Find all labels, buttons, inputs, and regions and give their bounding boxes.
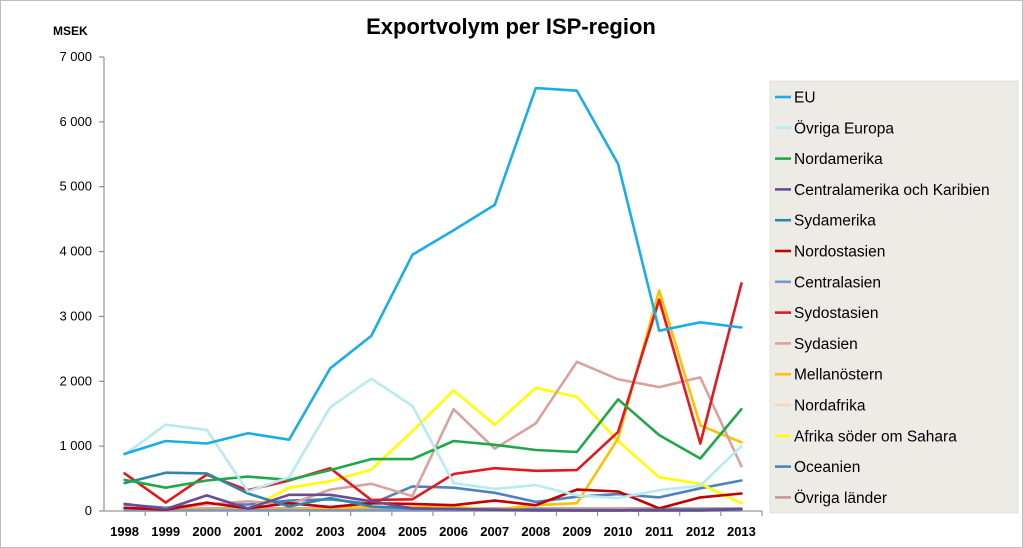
series-line-centralamerika-och-karibien	[123, 493, 743, 512]
y-tick-label: 0	[85, 503, 92, 518]
legend-entry: Centralamerika och Karibien	[794, 182, 990, 199]
y-tick-label: 7 000	[59, 49, 92, 64]
series-line-nordamerika	[123, 398, 743, 490]
x-tick-label: 2006	[439, 524, 468, 539]
legend-box	[769, 80, 1019, 514]
legend-entry: Sydostasien	[794, 305, 878, 322]
legend-entry: Sydasien	[794, 336, 858, 353]
legend-entry: Nordamerika	[794, 151, 883, 168]
y-tick-label: 2 000	[59, 373, 92, 388]
legend: EU Övriga Europa Nordamerika Centralamerika…	[775, 90, 990, 507]
x-tick-label: 1999	[151, 524, 180, 539]
x-tick-labels: 1998 1999 2000 2001 2002 2003 2004 2005 2006 2007…	[110, 511, 763, 539]
x-tick-label: 2007	[480, 524, 509, 539]
legend-entry: Sydamerika	[794, 213, 876, 230]
legend-entry: Nordostasien	[794, 244, 885, 261]
x-tick-label: 1998	[110, 524, 139, 539]
x-tick-label: 2011	[645, 524, 673, 539]
x-tick-label: 2000	[192, 524, 221, 539]
x-tick-label: 2002	[275, 524, 304, 539]
chart-title: Exportvolym per ISP-region	[366, 14, 656, 39]
x-tick-label: 2005	[398, 524, 427, 539]
series-line-ovriga-europa	[123, 377, 743, 500]
y-tick-labels: 0 1 000 2 000 3 000 4 000 5 000 6 000 7 000	[59, 49, 104, 518]
legend-entry: Mellanöstern	[794, 367, 883, 384]
legend-entry: Övriga Europa	[794, 119, 894, 137]
legend-entry: EU	[794, 90, 816, 107]
series-line-nordostasien	[123, 488, 743, 512]
x-tick-label: 2012	[686, 524, 715, 539]
series-line-mellanostern	[123, 289, 743, 512]
x-tick-label: 2008	[521, 524, 550, 539]
y-tick-label: 6 000	[59, 114, 92, 129]
y-tick-label: 1 000	[59, 438, 92, 453]
series-line-eu	[123, 86, 743, 456]
y-tick-label: 4 000	[59, 244, 92, 259]
x-tick-label: 2013	[727, 524, 756, 539]
x-tick-label: 2003	[316, 524, 345, 539]
x-tick-label: 2009	[562, 524, 591, 539]
x-tick-label: 2010	[604, 524, 633, 539]
legend-entry: Nordafrika	[794, 398, 866, 415]
series-lines	[123, 86, 743, 512]
y-tick-label: 5 000	[59, 179, 92, 194]
legend-entry: Övriga länder	[794, 489, 887, 507]
legend-entry: Oceanien	[794, 459, 860, 476]
x-tick-label: 2004	[357, 524, 387, 539]
legend-entry: Centralasien	[794, 274, 881, 291]
y-tick-label: 3 000	[59, 308, 92, 323]
y-axis-label: MSEK	[53, 24, 88, 38]
x-tick-label: 2001	[233, 524, 262, 539]
legend-entry: Afrika söder om Sahara	[794, 428, 957, 445]
